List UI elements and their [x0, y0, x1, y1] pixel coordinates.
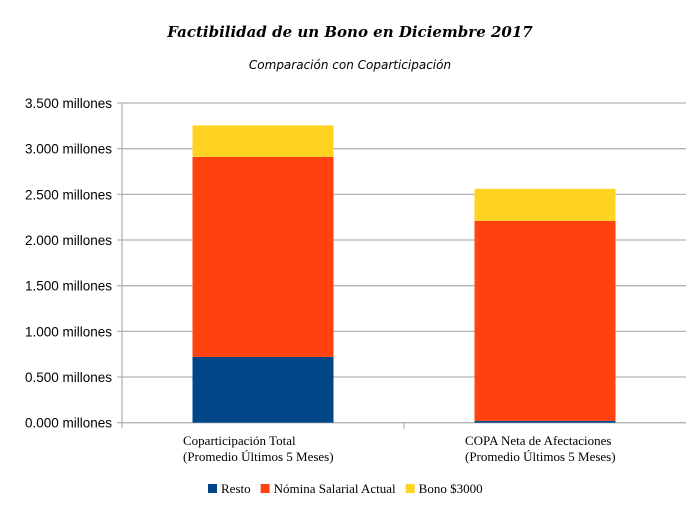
y-tick-label: 2.500 millones: [25, 187, 112, 202]
category-label: COPA Neta de Afectaciones (Promedio Últim…: [465, 433, 616, 464]
category-label-line: COPA Neta de Afectaciones: [465, 433, 611, 448]
bar-segment: [192, 125, 334, 157]
category-label: Coparticipación Total (Promedio Últimos 5…: [183, 433, 334, 464]
legend-label: Resto: [221, 481, 251, 496]
y-tick-label: 1.500 millones: [25, 279, 112, 294]
legend-swatch: [208, 484, 217, 493]
y-tick-label: 3.000 millones: [25, 142, 112, 157]
bar-segment: [474, 420, 616, 423]
y-tick-label: 2.000 millones: [25, 233, 112, 248]
y-tick-label: 0.000 millones: [25, 416, 112, 431]
category-label-line: (Promedio Últimos 5 Meses): [465, 449, 616, 464]
bar-segment: [192, 356, 334, 423]
y-tick-label: 3.500 millones: [25, 96, 112, 111]
y-tick-label: 0.500 millones: [25, 370, 112, 385]
x-axis-labels: Coparticipación Total (Promedio Últimos 5…: [183, 433, 616, 464]
category-label-line: Coparticipación Total: [183, 433, 296, 448]
bar-segment: [474, 220, 616, 421]
bars: [192, 125, 616, 423]
legend-swatch: [405, 484, 415, 493]
bar-segment: [192, 156, 334, 357]
chart-title: Factibilidad de un Bono en Diciembre 201…: [166, 23, 533, 41]
bar-segment: [474, 188, 616, 221]
chart-subtitle: Comparación con Coparticipación: [249, 58, 451, 72]
legend-label: Nómina Salarial Actual: [274, 481, 396, 496]
category-label-line: (Promedio Últimos 5 Meses): [183, 449, 334, 464]
legend: Resto Nómina Salarial Actual Bono $3000: [208, 481, 483, 496]
y-tick-label: 1.000 millones: [25, 324, 112, 339]
y-axis-ticks: 0.000 millones 0.500 millones 1.000 millon…: [25, 96, 112, 431]
legend-label: Bono $3000: [419, 481, 483, 496]
legend-swatch: [260, 484, 270, 493]
